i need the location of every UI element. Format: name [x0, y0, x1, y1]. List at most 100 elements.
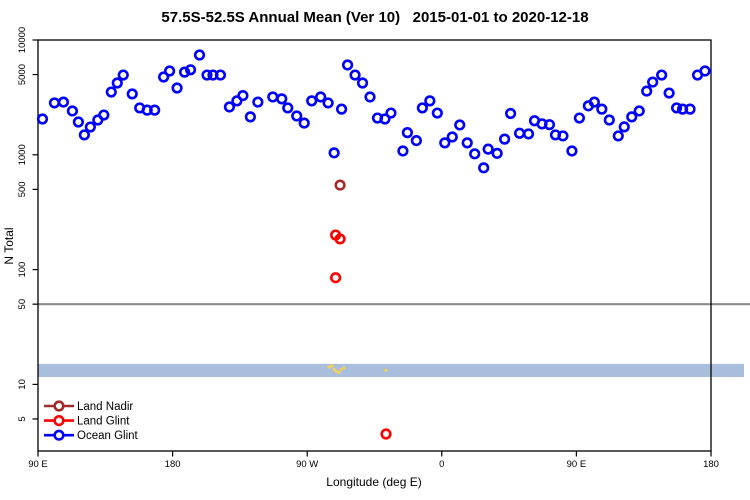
- data-point-ocean-glint: [158, 71, 170, 83]
- data-point-ocean-glint: [111, 77, 123, 89]
- data-point-ocean-glint: [603, 114, 615, 126]
- data-point-ocean-glint: [684, 103, 696, 115]
- legend-marker-1: [53, 415, 65, 427]
- data-point-ocean-glint: [596, 103, 608, 115]
- data-point-ocean-glint: [491, 147, 503, 159]
- data-point-ocean-glint: [573, 112, 585, 124]
- data-point-ocean-glint: [522, 128, 535, 140]
- y-tick-label: 10000: [17, 27, 28, 53]
- data-point-ocean-glint: [416, 102, 428, 114]
- data-point-ocean-glint: [105, 86, 117, 98]
- data-point-ocean-glint: [291, 110, 303, 122]
- data-point-ocean-glint: [410, 134, 422, 147]
- y-tick-label: 100: [17, 262, 28, 278]
- y-tick-label: 5: [17, 416, 28, 421]
- data-point-ocean-glint: [671, 102, 683, 114]
- data-point-ocean-glint: [214, 69, 227, 81]
- data-point-land-glint: [380, 428, 392, 440]
- land-flag-mark: [332, 367, 336, 371]
- data-point-ocean-glint: [356, 77, 369, 89]
- data-point-ocean-glint: [647, 76, 659, 88]
- legend-item-label: Land Nadir: [77, 401, 133, 413]
- data-point-ocean-glint: [641, 85, 653, 97]
- data-point-ocean-glint: [454, 119, 466, 131]
- data-point-ocean-glint: [469, 148, 481, 160]
- data-point-ocean-glint: [252, 96, 264, 108]
- data-point-ocean-glint: [612, 130, 624, 142]
- data-point-ocean-glint: [48, 97, 61, 109]
- data-point-ocean-glint: [57, 96, 70, 108]
- land-flag-mark: [384, 368, 388, 372]
- data-point-ocean-glint: [699, 65, 711, 77]
- data-point-ocean-glint: [298, 117, 310, 129]
- data-point-ocean-glint: [364, 91, 376, 103]
- data-point-ocean-glint: [223, 101, 236, 113]
- data-point-ocean-glint: [328, 147, 340, 159]
- data-point-ocean-glint: [193, 49, 206, 61]
- data-point-ocean-glint: [171, 82, 183, 94]
- data-point-ocean-glint: [431, 107, 443, 119]
- data-point-ocean-glint: [276, 93, 288, 105]
- data-point-ocean-glint: [36, 113, 49, 125]
- data-point-ocean-glint: [633, 105, 645, 117]
- land-flag-mark: [330, 364, 334, 368]
- y-tick-label: 10: [17, 379, 28, 390]
- data-point-ocean-glint: [98, 109, 110, 121]
- data-point-ocean-glint: [566, 145, 578, 157]
- data-point-ocean-glint: [322, 97, 334, 109]
- y-tick-label: 1000: [17, 144, 28, 165]
- data-point-ocean-glint: [557, 130, 569, 142]
- legend-marker-2: [53, 429, 65, 441]
- data-point-ocean-glint: [588, 96, 600, 108]
- land-flag-mark: [327, 365, 331, 369]
- land-flag-mark: [337, 370, 341, 374]
- data-point-ocean-glint: [424, 95, 436, 107]
- data-point-ocean-glint: [349, 69, 361, 81]
- data-point-ocean-glint: [397, 145, 409, 157]
- legend-item-label: Land Glint: [77, 416, 130, 428]
- data-point-ocean-glint: [656, 69, 668, 81]
- data-point-ocean-glint: [244, 111, 256, 123]
- data-point-ocean-glint: [306, 95, 318, 107]
- data-point-ocean-glint: [267, 91, 279, 103]
- data-point-ocean-glint: [461, 137, 473, 149]
- data-point-ocean-glint: [315, 91, 327, 103]
- data-point-ocean-glint: [149, 104, 161, 116]
- data-point-ocean-glint: [78, 129, 90, 141]
- highlight-band: [38, 363, 744, 378]
- x-tick-label: 0: [439, 459, 444, 470]
- data-point-ocean-glint: [401, 127, 414, 139]
- data-point-ocean-glint: [499, 133, 511, 145]
- data-point-ocean-glint: [335, 103, 348, 115]
- data-point-land-nadir: [334, 179, 346, 191]
- x-tick-label: 180: [703, 459, 719, 470]
- data-point-ocean-glint: [663, 87, 675, 99]
- x-tick-label: 90 W: [296, 459, 318, 470]
- land-flag-mark: [339, 367, 343, 371]
- data-point-ocean-glint: [618, 121, 630, 133]
- data-point-ocean-glint: [178, 66, 191, 78]
- legend-item-label: Ocean Glint: [77, 430, 139, 442]
- data-point-ocean-glint: [543, 119, 556, 131]
- data-point-ocean-glint: [513, 127, 526, 139]
- data-point-ocean-glint: [439, 137, 451, 149]
- x-tick-label: 180: [165, 459, 181, 470]
- data-point-ocean-glint: [379, 113, 391, 125]
- data-point-land-glint: [334, 233, 346, 245]
- y-axis-title: N Total: [2, 227, 16, 264]
- y-tick-label: 500: [17, 181, 28, 197]
- data-point-ocean-glint: [626, 111, 638, 123]
- data-point-land-glint: [330, 272, 342, 284]
- data-point-ocean-glint: [201, 69, 213, 81]
- data-point-ocean-glint: [446, 131, 458, 143]
- data-point-ocean-glint: [184, 64, 197, 76]
- data-point-ocean-glint: [117, 69, 129, 81]
- data-point-ocean-glint: [282, 102, 294, 114]
- y-tick-label: 5000: [17, 64, 28, 85]
- land-flag-mark: [342, 366, 346, 370]
- data-point-ocean-glint: [341, 59, 354, 71]
- data-point-ocean-glint: [482, 143, 494, 155]
- chart-title: 57.5S-52.5S Annual Mean (Ver 10) 2015-01…: [161, 9, 589, 26]
- data-point-ocean-glint: [84, 121, 96, 133]
